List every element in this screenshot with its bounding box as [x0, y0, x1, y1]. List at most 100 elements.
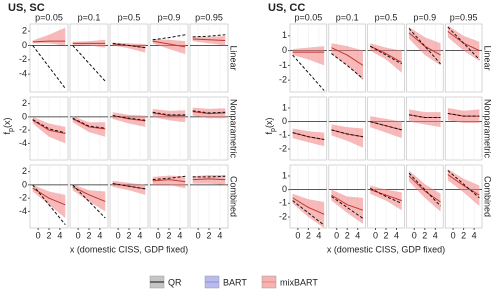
mixbart-line [32, 119, 66, 134]
mixbart-band [331, 189, 363, 224]
qr-line [152, 175, 186, 181]
column-label: p=0.1 [78, 12, 101, 22]
qr-line [152, 34, 186, 41]
mixbart-band [292, 128, 325, 147]
x-tick-label: 4 [57, 230, 62, 240]
qr-line [369, 187, 402, 204]
x-tick-label: 4 [97, 230, 102, 240]
x-tick-label: 0 [196, 230, 201, 240]
mixbart-line [192, 38, 226, 41]
y-tick-label: -2 [19, 193, 27, 203]
x-tick-label: 2 [461, 230, 466, 240]
qr-line [32, 45, 66, 89]
legend-label: QR [168, 277, 182, 287]
mixbart-band [192, 174, 226, 185]
x-tick-label: 0 [116, 230, 121, 240]
x-tick-label: 0 [412, 230, 417, 240]
mixbart-line [152, 179, 186, 183]
x-tick-label: 2 [46, 230, 51, 240]
x-axis-label: x (domestic CISS, GDP fixed) [70, 244, 188, 254]
y-label-rest: (x) [264, 118, 274, 129]
y-tick-label: -4 [19, 206, 27, 216]
y-tick-label: 0 [22, 111, 27, 121]
mixbart-line [408, 32, 441, 56]
qr-line [331, 196, 364, 219]
column-label: p=0.5 [118, 12, 141, 22]
qr-line [72, 45, 106, 82]
qr-line [32, 184, 66, 226]
x-tick-label: 2 [206, 230, 211, 240]
y-tick-label: 2 [22, 26, 27, 36]
y-tick-label: -4 [19, 138, 27, 148]
x-tick-label: 0 [76, 230, 81, 240]
mixbart-band [331, 43, 363, 81]
qr-line [408, 28, 441, 65]
column-label: p=0.5 [375, 12, 398, 22]
x-tick-label: 4 [472, 230, 477, 240]
x-tick-label: 0 [334, 230, 339, 240]
mixbart-line [292, 197, 325, 215]
qr-line [331, 53, 364, 80]
qr-line [447, 112, 480, 117]
row-label: Combined [229, 176, 239, 217]
column-label: p=0.05 [295, 12, 323, 22]
x-tick-label: 2 [306, 230, 311, 240]
column-label: p=0.95 [195, 12, 223, 22]
y-label-sub: p [270, 128, 277, 132]
x-tick-label: 0 [156, 230, 161, 240]
y-tick-label: 2 [22, 166, 27, 176]
qr-line [292, 54, 325, 91]
y-tick-label: 1 [282, 30, 287, 40]
x-tick-label: 4 [177, 230, 182, 240]
y-label-main: f [2, 131, 12, 134]
mixbart-band [370, 116, 402, 139]
qr-line [292, 200, 325, 226]
column-label: p=0.1 [336, 12, 359, 22]
y-tick-label: -2 [279, 211, 287, 221]
row-label: Nonparametric [229, 99, 239, 159]
row-label: Combined [483, 176, 493, 217]
qr-line [408, 114, 441, 119]
mixbart-band [370, 43, 402, 73]
x-tick-label: 4 [433, 230, 438, 240]
mixbart-band [292, 46, 325, 66]
y-tick-label: -4 [19, 68, 27, 78]
x-tick-label: 0 [295, 230, 300, 240]
qr-line [192, 110, 226, 114]
row-label: Nonparametric [483, 99, 493, 159]
x-tick-label: 0 [36, 230, 41, 240]
mixbart-line [192, 111, 226, 115]
x-axis-label: x (domestic CISS, GDP fixed) [327, 244, 445, 254]
y-tick-label: 0 [22, 40, 27, 50]
x-tick-label: 2 [345, 230, 350, 240]
column-label: p=0.05 [35, 12, 63, 22]
mixbart-line [408, 175, 441, 203]
qr-line [72, 184, 106, 219]
panel-title: US, CC [268, 2, 305, 14]
x-tick-label: 2 [86, 230, 91, 240]
x-tick-label: 2 [126, 230, 131, 240]
y-tick-label: 0 [282, 184, 287, 194]
mixbart-band [331, 124, 363, 148]
mixbart-line [72, 118, 106, 130]
x-tick-label: 4 [355, 230, 360, 240]
qr-line [112, 183, 146, 190]
mixbart-line [331, 47, 364, 66]
y-tick-label: 0 [22, 179, 27, 189]
y-label-rest: (x) [2, 118, 12, 129]
y-axis-label: fp(x) [264, 118, 276, 135]
y-tick-label: -1 [279, 60, 287, 70]
y-tick-label: -2 [19, 54, 27, 64]
mixbart-band [192, 36, 226, 46]
legend-label: mixBART [280, 277, 318, 287]
qr-line [292, 132, 325, 140]
mixbart-line [152, 40, 186, 48]
mixbart-line [72, 186, 106, 202]
qr-line [192, 34, 226, 38]
y-label-main: f [264, 131, 274, 134]
column-label: p=0.95 [450, 12, 478, 22]
qr-line [447, 26, 480, 60]
mixbart-band [447, 169, 480, 207]
qr-line [32, 119, 66, 134]
